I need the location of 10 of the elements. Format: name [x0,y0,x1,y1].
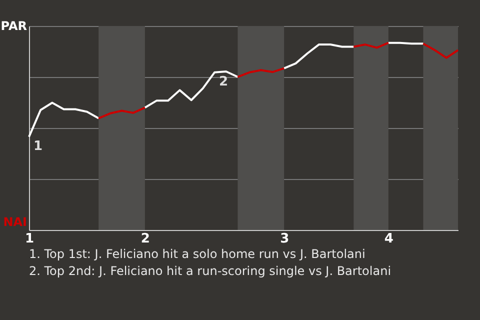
annotation: 1 [33,138,43,154]
x-tick-label: 1 [24,232,34,246]
text: 2. Top 2nd: J. Feliciano hit a run-scoring single vs J. Bartolani [29,264,392,278]
text: NAI [3,215,27,229]
x-tick-label: 2 [140,232,150,246]
x-tick-label: 3 [280,232,290,246]
text: PAR [0,19,27,33]
text: 1. Top 1st: J. Feliciano hit a solo home run vs J. Bartolani [29,247,366,261]
annotation: 2 [218,74,228,90]
x-tick-label: 4 [384,232,394,246]
